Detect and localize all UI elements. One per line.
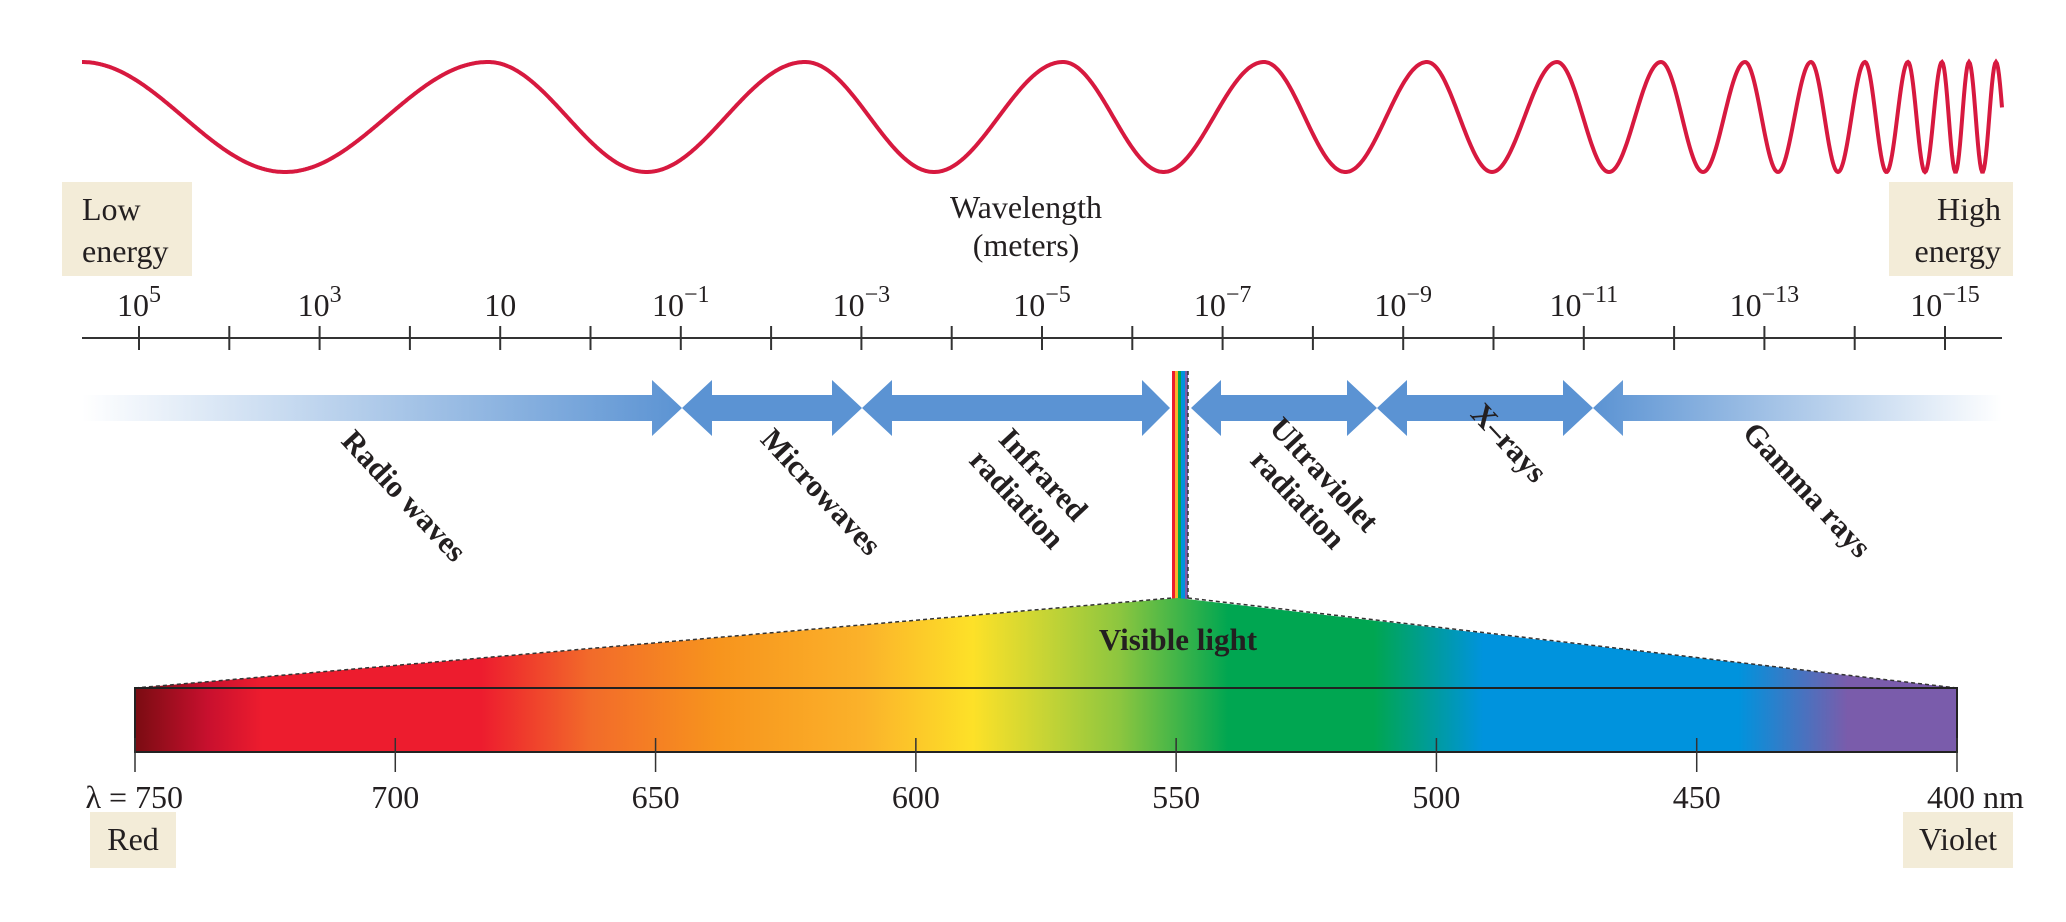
axis-title-line2: (meters) bbox=[973, 227, 1080, 263]
low-energy-label-line1: Low bbox=[82, 191, 141, 227]
axis-tick-label: 10−7 bbox=[1194, 282, 1252, 323]
axis-tick-label: 10−15 bbox=[1910, 282, 1980, 323]
band-label: Radio waves bbox=[335, 423, 474, 568]
violet-label: Violet bbox=[1919, 821, 1997, 857]
wave-curve bbox=[82, 58, 2004, 175]
high-energy-label-line1: High bbox=[1937, 191, 2001, 227]
nm-label: λ = 750 bbox=[85, 779, 183, 815]
nm-label: 650 bbox=[632, 779, 680, 815]
axis-tick-label: 103 bbox=[298, 282, 342, 323]
axis-tick-label: 105 bbox=[117, 282, 161, 323]
nm-labels: λ = 750 700 650 600 550 500 450 400 nm bbox=[85, 779, 2024, 815]
axis-tick-label: 10 bbox=[484, 287, 516, 323]
microwave-arrow bbox=[682, 380, 862, 436]
axis-tick-label: 10−13 bbox=[1730, 282, 1800, 323]
axis-tick-label: 10−5 bbox=[1013, 282, 1071, 323]
axis-tick-label: 10−9 bbox=[1374, 282, 1432, 323]
band-label: Microwaves bbox=[754, 421, 888, 562]
violet-box: Violet bbox=[1903, 812, 2013, 868]
axis-tick-label: 10−3 bbox=[833, 282, 891, 323]
nm-label: 600 bbox=[892, 779, 940, 815]
axis-ticks bbox=[138, 326, 1946, 350]
high-energy-label-line2: energy bbox=[1915, 233, 2001, 269]
axis-tick-labels: 105 103 10 10−1 10−3 10−5 10−7 10−9 10−11 10−13 10… bbox=[117, 282, 1980, 323]
band-label: Ultravioletradiation bbox=[1237, 410, 1387, 563]
band-labels: Radio waves Microwaves Infraredradiation Ul… bbox=[335, 396, 1879, 568]
visible-fan bbox=[135, 598, 1957, 688]
nm-label: 400 nm bbox=[1927, 779, 2024, 815]
gamma-arrow bbox=[1593, 380, 2002, 436]
nm-label: 500 bbox=[1412, 779, 1460, 815]
red-box: Red bbox=[90, 812, 176, 868]
xray-arrow bbox=[1377, 380, 1593, 436]
nm-label: 450 bbox=[1673, 779, 1721, 815]
visible-spectrum-bar bbox=[134, 687, 1958, 753]
band-label: Gamma rays bbox=[1736, 415, 1878, 564]
nm-label: 700 bbox=[371, 779, 419, 815]
ultraviolet-arrow bbox=[1191, 380, 1377, 436]
infrared-arrow bbox=[862, 380, 1170, 436]
nm-ticks bbox=[134, 738, 1958, 772]
axis-tick-label: 10−11 bbox=[1549, 282, 1618, 323]
visible-strip bbox=[1172, 371, 1189, 599]
band-label: Infraredradiation bbox=[963, 418, 1098, 556]
nm-label: 550 bbox=[1152, 779, 1200, 815]
axis-tick-label: 10−1 bbox=[652, 282, 710, 323]
red-label: Red bbox=[107, 821, 159, 857]
visible-light-label: Visible light bbox=[1099, 622, 1258, 657]
low-energy-label-line2: energy bbox=[82, 233, 168, 269]
high-energy-box: High energy bbox=[1889, 182, 2013, 276]
axis-title-line1: Wavelength bbox=[950, 189, 1102, 225]
radio-arrow bbox=[82, 380, 682, 436]
band-arrows bbox=[82, 380, 2002, 436]
low-energy-box: Low energy bbox=[62, 182, 192, 276]
